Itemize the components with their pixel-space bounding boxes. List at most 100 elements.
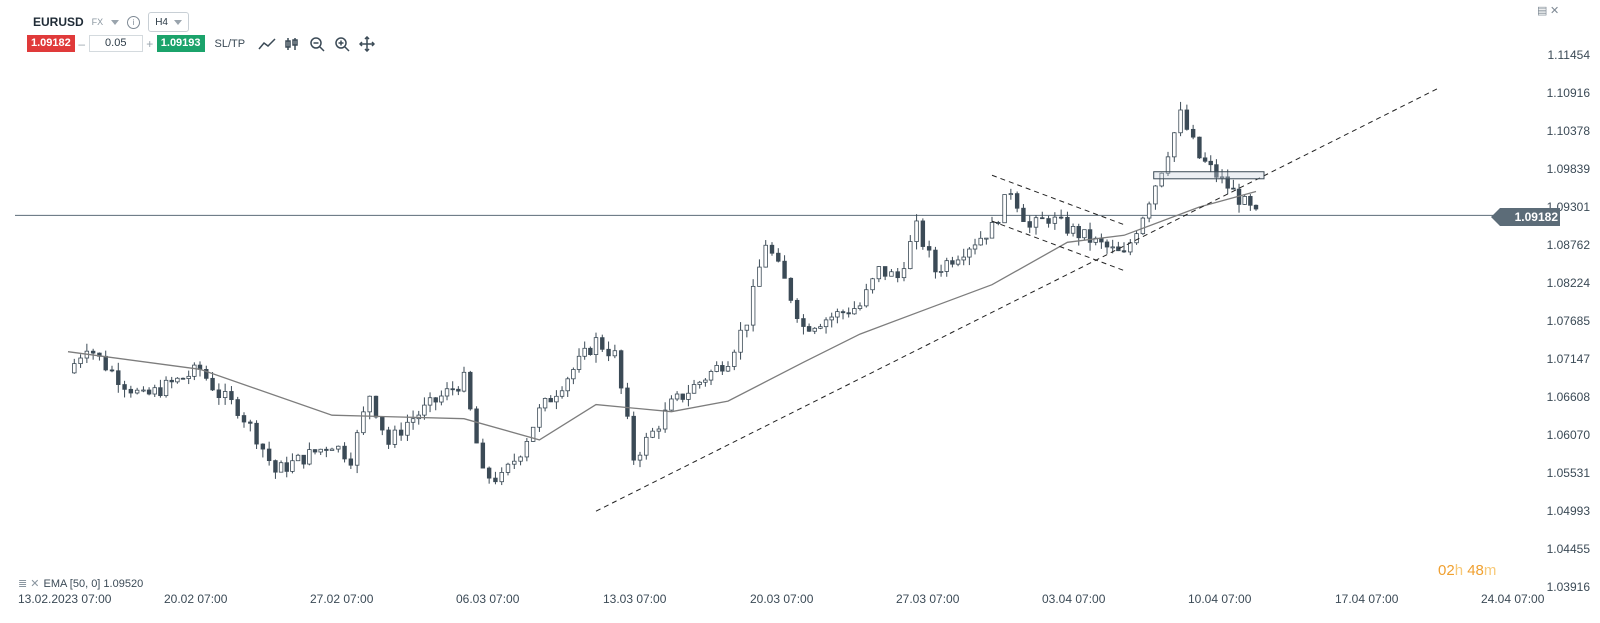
timeframe-select[interactable]: H4 xyxy=(148,12,189,32)
chevron-down-icon xyxy=(173,19,182,25)
bull-candle xyxy=(1242,196,1247,205)
bull-candle xyxy=(295,454,301,462)
bear-candle xyxy=(618,350,624,389)
bull-candle xyxy=(571,369,576,380)
symbol-name[interactable]: EURUSD xyxy=(33,15,84,29)
bull-candle xyxy=(524,441,530,458)
bear-candle xyxy=(373,395,379,418)
bull-candle xyxy=(542,398,548,409)
bull-candle xyxy=(1172,132,1177,158)
order-toolbar: 1.09182 – 0.05 + 1.09193 SL/TP xyxy=(27,35,377,52)
bull-candle xyxy=(744,324,750,331)
price-tick-label: 1.03916 xyxy=(1546,580,1590,594)
price-tick-label: 1.04455 xyxy=(1546,541,1590,556)
bull-candle xyxy=(1110,246,1115,249)
bear-candle xyxy=(926,246,932,251)
bear-candle xyxy=(895,271,900,279)
candle-countdown: 02h 48m xyxy=(1438,562,1496,579)
ema-line xyxy=(67,190,1257,441)
price-tick-label: 1.04993 xyxy=(1546,503,1590,518)
bull-candle xyxy=(278,462,284,473)
bear-candle xyxy=(450,388,455,391)
bull-candle xyxy=(329,448,335,451)
time-tick-label: 13.03 07:00 xyxy=(603,592,667,606)
volume-decrease-button[interactable]: – xyxy=(78,36,86,51)
bear-candle xyxy=(324,448,329,451)
menu-icon[interactable]: ▤ xyxy=(1537,5,1548,17)
bull-candle xyxy=(686,392,691,400)
volume-input[interactable]: 0.05 xyxy=(88,35,143,52)
bull-candle xyxy=(908,241,913,270)
sell-price-button[interactable]: 1.09182 xyxy=(27,35,75,52)
bear-candle xyxy=(229,391,234,401)
price-tick-label: 1.09839 xyxy=(1546,161,1590,176)
bear-candle xyxy=(474,408,479,444)
bull-candle xyxy=(1082,229,1087,239)
bull-candle xyxy=(192,364,197,377)
info-icon[interactable]: i xyxy=(127,15,141,29)
close-icon[interactable]: ✕ xyxy=(1550,5,1560,17)
bear-candle xyxy=(380,416,385,431)
bear-candle xyxy=(1202,157,1208,162)
bull-candle xyxy=(163,379,169,397)
channel-line xyxy=(991,174,1125,226)
bear-candle xyxy=(1040,217,1045,220)
countdown-m: m xyxy=(1483,562,1497,579)
bull-candle xyxy=(175,377,180,383)
bear-candle xyxy=(90,350,96,354)
bear-candle xyxy=(109,369,115,372)
bear-candle xyxy=(342,445,347,460)
bear-candle xyxy=(680,393,685,400)
bull-candle xyxy=(864,289,869,307)
price-tick-label: 1.07147 xyxy=(1546,351,1590,366)
crosshair-icon[interactable] xyxy=(357,35,377,52)
bull-candle xyxy=(1146,203,1152,219)
bull-candle xyxy=(656,428,662,432)
time-tick-label: 03.04 07:00 xyxy=(1042,592,1106,606)
bull-candle xyxy=(725,366,731,372)
zoom-out-icon[interactable] xyxy=(307,35,327,52)
bear-candle xyxy=(433,397,438,403)
bear-candle xyxy=(600,337,605,350)
bear-candle xyxy=(1190,128,1196,138)
bull-candle xyxy=(889,271,894,277)
volume-increase-button[interactable]: + xyxy=(146,36,154,51)
bull-candle xyxy=(1008,193,1014,196)
bull-candle xyxy=(505,463,511,473)
bull-candle xyxy=(738,329,743,353)
sltp-button[interactable]: SL/TP xyxy=(214,37,246,50)
bull-candle xyxy=(857,305,863,309)
bear-candle xyxy=(398,429,404,436)
indicator-legend[interactable]: ≣ ✕ EMA [50, 0] 1.09520 xyxy=(18,577,143,591)
bull-candle xyxy=(72,363,77,374)
bear-candle xyxy=(480,442,486,469)
candle-type-icon[interactable] xyxy=(282,35,302,52)
bear-candle xyxy=(116,370,121,385)
bull-candle xyxy=(644,436,649,456)
bull-candle xyxy=(1070,226,1076,234)
bear-candle xyxy=(625,387,630,417)
bull-candle xyxy=(422,404,427,416)
price-tick-label: 1.10378 xyxy=(1546,123,1590,138)
indicator-settings-icon[interactable]: ≣ ✕ xyxy=(18,578,40,590)
bull-candle xyxy=(537,407,542,428)
bull-candle xyxy=(410,418,416,423)
bear-candle xyxy=(1021,207,1026,222)
bull-candle xyxy=(1178,109,1183,134)
buy-price-button[interactable]: 1.09193 xyxy=(156,35,205,52)
chevron-down-icon[interactable] xyxy=(111,19,120,25)
price-tick-label: 1.10916 xyxy=(1546,85,1590,100)
bear-candle xyxy=(1116,246,1121,252)
bear-candle xyxy=(1058,216,1064,219)
price-tick-label: 1.08762 xyxy=(1546,237,1590,252)
zoom-in-icon[interactable] xyxy=(332,35,352,52)
bull-candle xyxy=(650,430,655,438)
bull-candle xyxy=(697,381,702,385)
bear-candle xyxy=(216,389,222,399)
bull-candle xyxy=(989,222,995,239)
line-chart-icon[interactable] xyxy=(257,35,277,52)
bear-candle xyxy=(782,260,787,279)
bear-candle xyxy=(1248,196,1253,206)
bear-candle xyxy=(920,220,926,247)
